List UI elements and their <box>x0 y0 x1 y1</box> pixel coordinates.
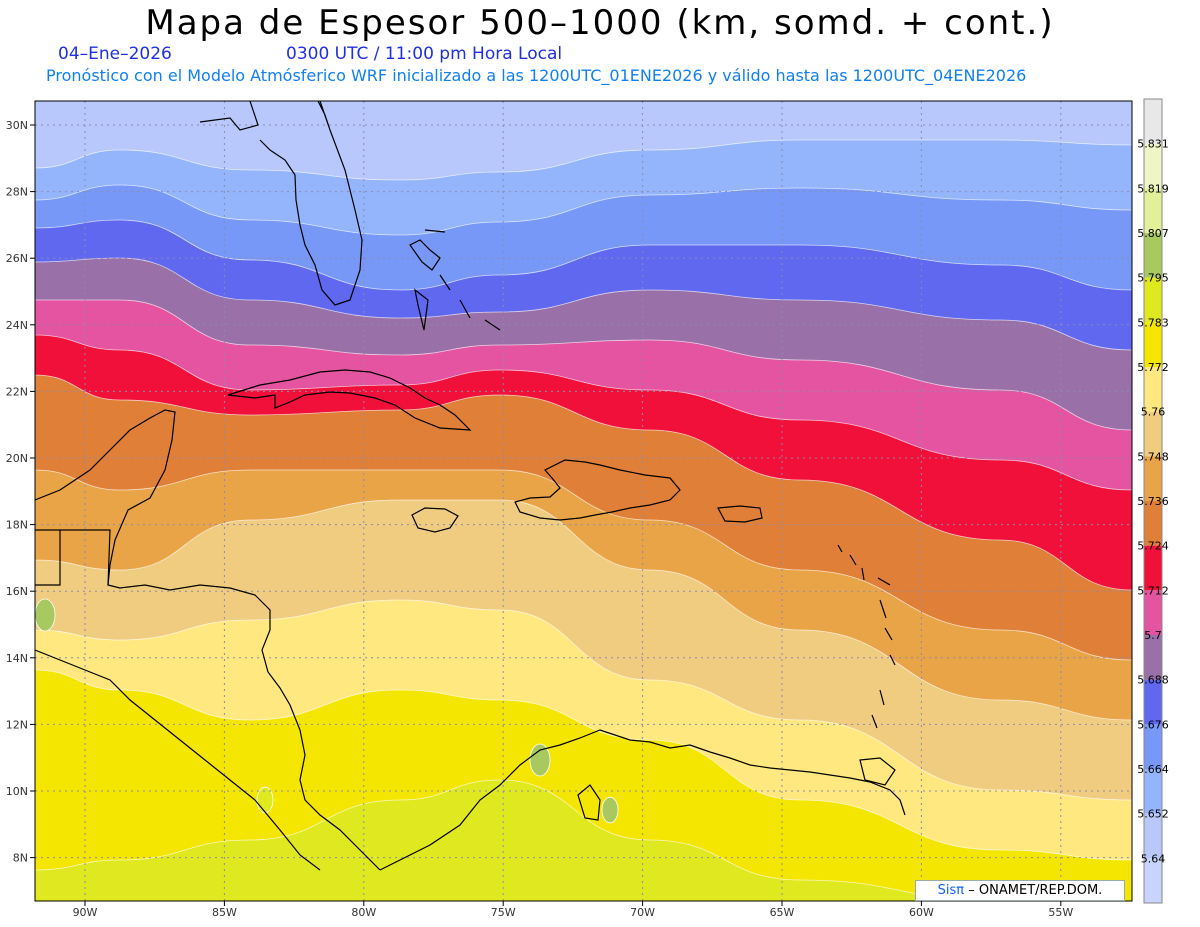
map-title: Mapa de Espesor 500–1000 (km, somd. + co… <box>145 3 1055 43</box>
colorbar-swatch <box>1144 367 1162 412</box>
credit-box: Sisπ – ONAMET/REP.DOM. <box>915 880 1125 901</box>
lon-label: 75W <box>491 906 516 919</box>
map-plot-area <box>35 101 1132 901</box>
lon-label: 90W <box>73 906 98 919</box>
colorbar-swatch <box>1144 233 1162 278</box>
colorbar-swatch <box>1144 724 1162 769</box>
thickness-bands <box>35 101 1132 901</box>
colorbar-swatch <box>1144 769 1162 814</box>
lat-label: 30N <box>6 119 28 132</box>
colorbar-label: 5.807 <box>1137 227 1169 240</box>
thickness-band <box>35 101 1132 181</box>
colorbar-label: 5.819 <box>1137 182 1169 195</box>
forecast-date: 04–Ene–2026 <box>58 44 172 64</box>
lon-label: 80W <box>351 906 376 919</box>
colorbar-swatch <box>1144 590 1162 635</box>
lon-label: 85W <box>212 906 237 919</box>
colorbar-label: 5.652 <box>1137 808 1169 821</box>
colorbar-frame <box>1143 98 1163 904</box>
lat-label: 22N <box>6 385 28 398</box>
lat-label: 20N <box>6 452 28 465</box>
colorbar-label: 5.688 <box>1137 674 1169 687</box>
credit-text: – ONAMET/REP.DOM. <box>968 883 1103 898</box>
colorbar-label: 5.64 <box>1141 852 1166 865</box>
colorbar-label: 5.712 <box>1137 584 1169 597</box>
thickness-patch <box>529 743 551 777</box>
lat-label: 18N <box>6 519 28 532</box>
lat-label: 14N <box>6 652 28 665</box>
coastlines <box>35 101 906 871</box>
colorbar-label: 5.795 <box>1137 272 1169 285</box>
longitude-labels: 90W 85W 80W 75W 70W 65W 60W 55W <box>73 901 1073 919</box>
colorbar-swatch <box>1144 858 1162 903</box>
thickness-patch <box>35 598 56 632</box>
forecast-subtitle: Pronóstico con el Modelo Atmósferico WRF… <box>46 66 1027 85</box>
colorbar-swatch <box>1144 143 1162 189</box>
colorbar-label: 5.783 <box>1137 316 1169 329</box>
latitude-labels: 30N 28N 26N 24N 22N 20N 18N 16N 14N 12N 10N 8N <box>6 119 35 865</box>
lat-label: 28N <box>6 186 28 199</box>
colorbar-swatch <box>1144 679 1162 725</box>
colorbar-label: 5.7 <box>1144 629 1162 642</box>
colorbar-swatch <box>1144 501 1162 546</box>
sispi-brand: Sisπ <box>937 883 965 898</box>
lon-label: 70W <box>630 906 655 919</box>
colorbar-swatch <box>1144 813 1162 859</box>
colorbar-swatch <box>1144 456 1162 501</box>
colorbar-label: 5.724 <box>1137 540 1169 553</box>
lat-label: 26N <box>6 252 28 265</box>
colorbar-label: 5.736 <box>1137 495 1169 508</box>
thickness-patch <box>601 796 619 824</box>
lon-label: 55W <box>1048 906 1073 919</box>
colorbar-swatch <box>1144 277 1162 323</box>
lat-label: 10N <box>6 785 28 798</box>
colorbar-label: 5.748 <box>1137 450 1169 463</box>
colorbar-swatch <box>1144 635 1162 680</box>
colorbar-label: 5.831 <box>1137 138 1169 151</box>
colorbar-swatch <box>1144 545 1162 591</box>
colorbar-label: 5.676 <box>1137 718 1169 731</box>
lat-label: 12N <box>6 718 28 731</box>
colorbar-swatch <box>1144 99 1162 144</box>
colorbar-swatch <box>1144 411 1162 457</box>
lat-label: 8N <box>13 852 28 865</box>
map-gridlines <box>35 101 1132 901</box>
colorbar-swatch <box>1144 322 1162 367</box>
forecast-time: 0300 UTC / 11:00 pm Hora Local <box>286 44 563 64</box>
colorbar-swatch <box>1144 188 1162 233</box>
lon-label: 60W <box>909 906 934 919</box>
colorbar-label: 5.664 <box>1137 763 1169 776</box>
colorbar: 5.831 5.819 5.807 5.795 5.783 5.772 5.76 5.748 5… <box>1137 98 1169 904</box>
lat-label: 24N <box>6 319 28 332</box>
colorbar-label: 5.76 <box>1141 406 1166 419</box>
lon-label: 65W <box>770 906 795 919</box>
colorbar-label: 5.772 <box>1137 361 1169 374</box>
map-frame <box>34 100 1133 902</box>
lat-label: 16N <box>6 585 28 598</box>
